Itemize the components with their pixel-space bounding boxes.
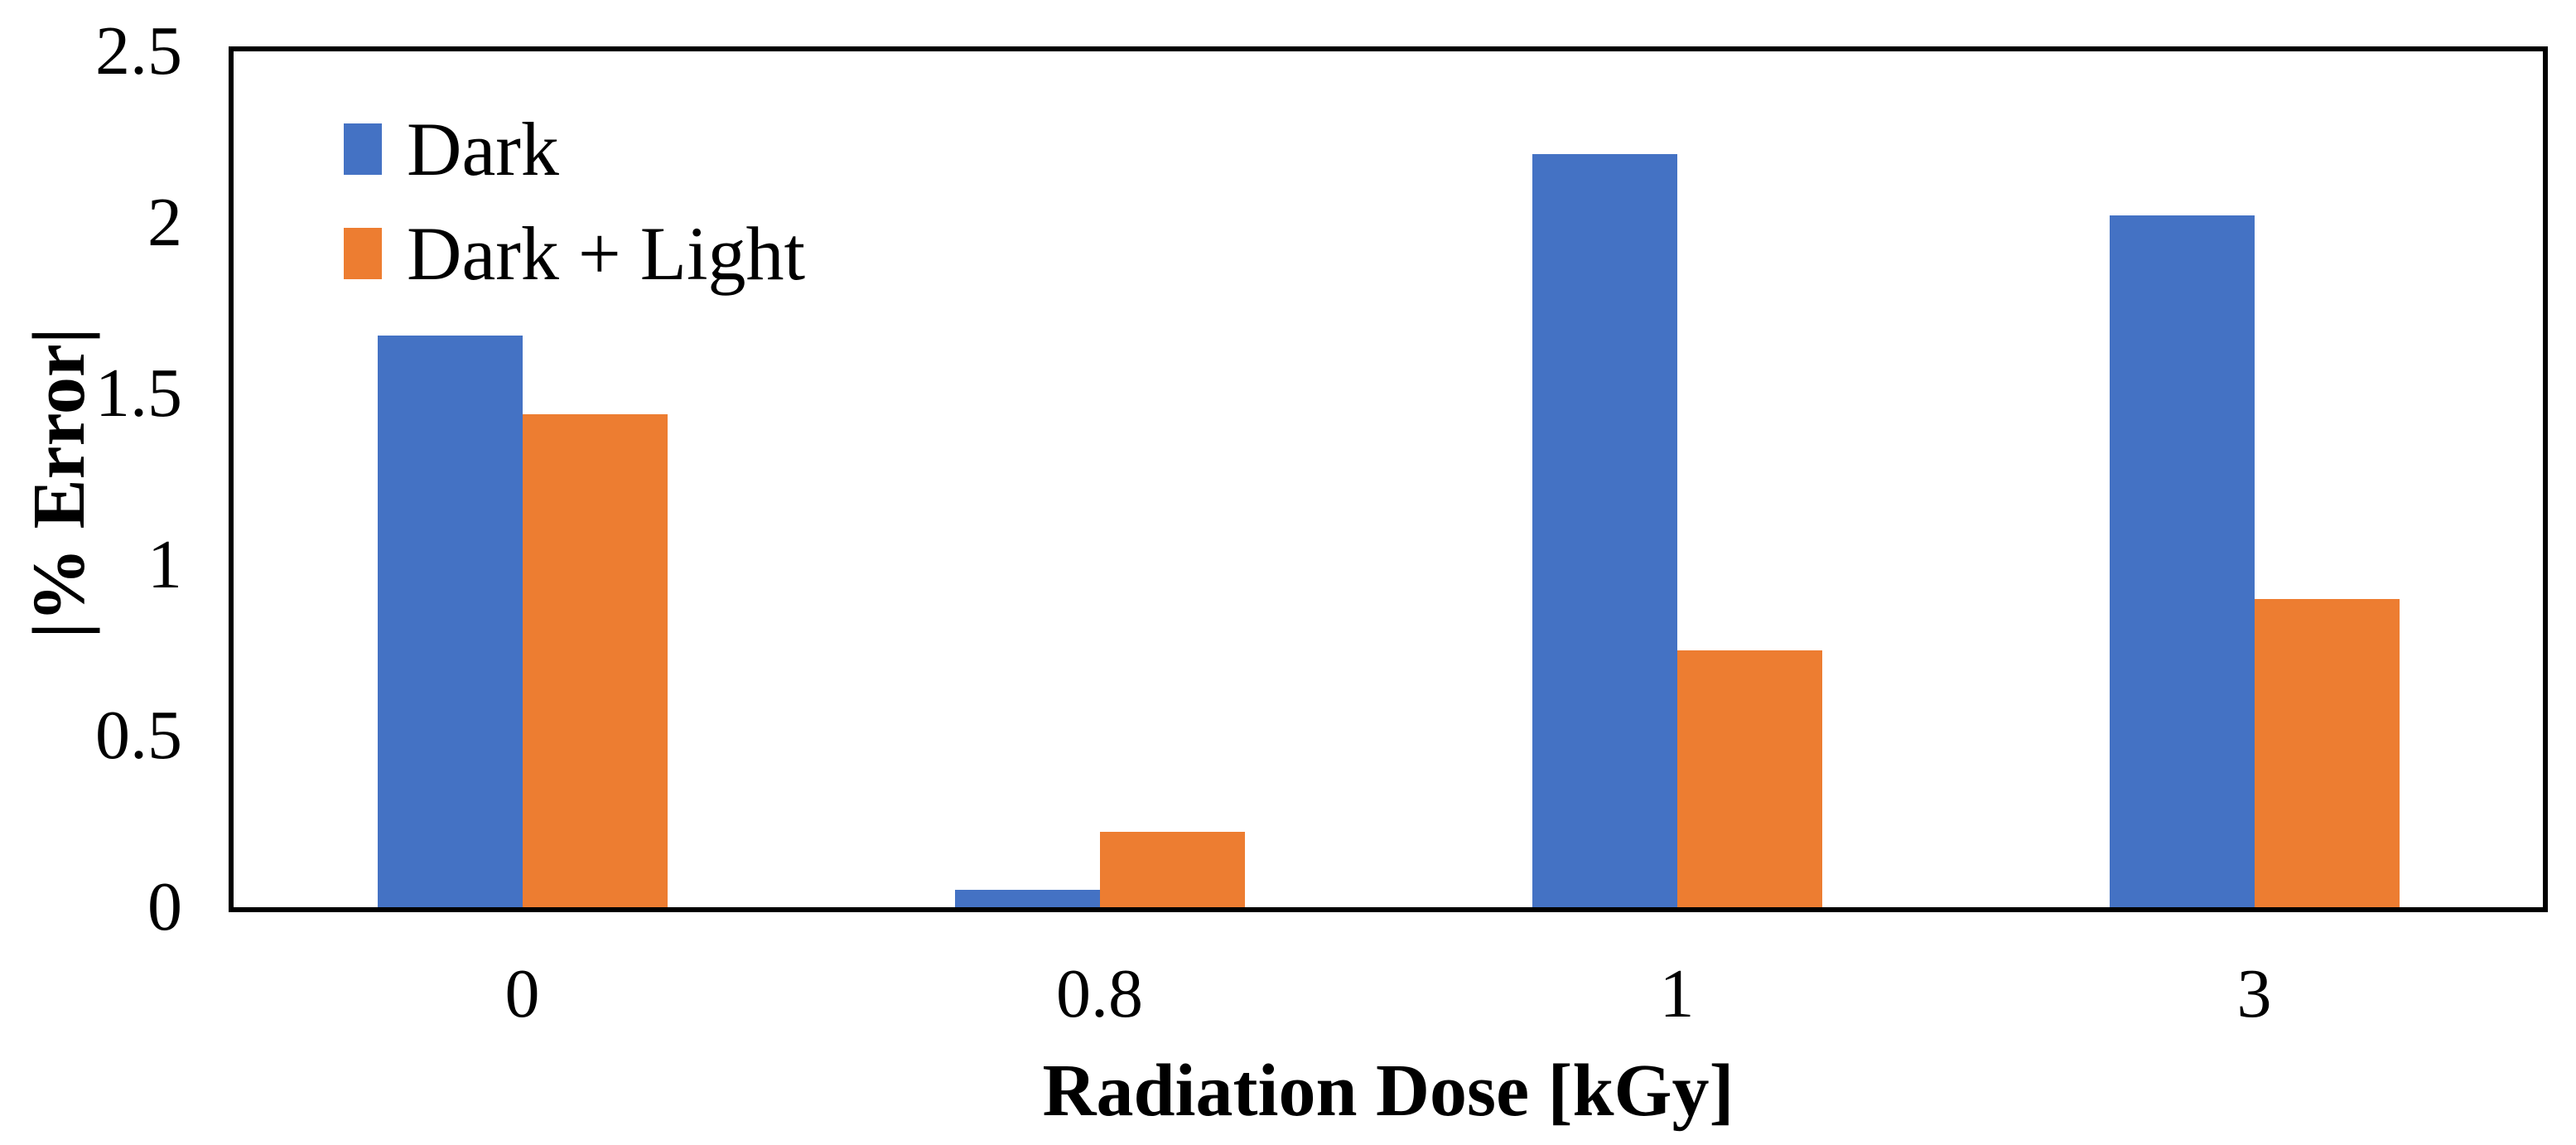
y-tick-label: 2.5 <box>95 12 182 89</box>
bar-dark-light-0-8 <box>1099 832 1245 907</box>
bar-dark-0-8 <box>954 890 1100 907</box>
x-tick-label: 0 <box>504 955 540 1032</box>
x-tick-label: 3 <box>2236 955 2272 1032</box>
y-tick-label: 1 <box>147 525 182 603</box>
legend-label: Dark + Light <box>407 211 806 296</box>
y-tick-label: 2 <box>147 183 182 261</box>
legend-swatch-dark-icon <box>344 123 382 175</box>
y-tick-label: 1.5 <box>95 355 182 432</box>
x-tick-label: 0.8 <box>1056 955 1143 1032</box>
bar-dark-light-1 <box>1676 650 1822 907</box>
y-tick-label: 0 <box>147 868 182 945</box>
legend-label: Dark <box>407 107 559 191</box>
x-axis-title: Radiation Dose [kGy] <box>1042 1050 1734 1132</box>
bar-dark-light-0 <box>522 414 668 907</box>
legend-swatch-dark-light-icon <box>344 228 382 279</box>
bar-dark-light-3 <box>2254 599 2400 907</box>
bar-dark-1 <box>1532 153 1677 907</box>
x-tick-label: 1 <box>1659 955 1695 1032</box>
bar-dark-3 <box>2109 215 2255 907</box>
bar-dark-0 <box>377 335 523 907</box>
y-tick-label: 0.5 <box>95 697 182 775</box>
legend: Dark Dark + Light <box>344 111 805 320</box>
legend-item-dark-light: Dark + Light <box>344 215 805 292</box>
plot-area: Dark Dark + Light <box>229 46 2548 912</box>
legend-item-dark: Dark <box>344 111 805 187</box>
